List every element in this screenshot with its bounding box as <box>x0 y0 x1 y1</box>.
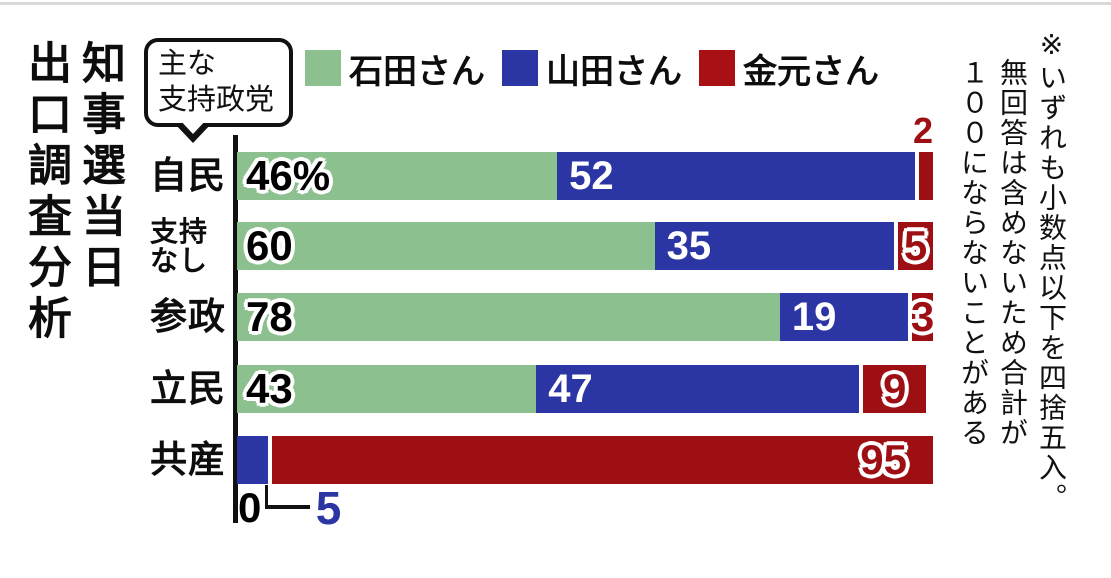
category-label-line: なし <box>150 245 209 276</box>
value-label-kanemoto: 2 <box>912 110 933 151</box>
bar-segment-kanemoto <box>863 365 927 413</box>
value-label-ishida: 60 <box>246 222 293 269</box>
value-label-ishida: 46% <box>246 152 331 199</box>
bubble-line1: 主な <box>158 48 217 80</box>
value-label-kanemoto: 9 <box>883 365 907 412</box>
bar-row-支持なし: 支持 なし 60 35 5 <box>0 217 1111 275</box>
footnote-line3: １００にならないことがある <box>958 58 989 448</box>
bar-row-共産: 共産 95 <box>0 436 1111 484</box>
bar-row-立民: 立民 43 47 9 <box>0 365 1111 413</box>
bar-segment-kanemoto <box>271 436 933 484</box>
bar-segment-yamada <box>654 222 895 270</box>
value-label-yamada: 35 <box>666 224 712 268</box>
bar-segment-kanemoto <box>898 222 933 270</box>
bar-segment-yamada <box>237 436 268 484</box>
leader-line-vertical <box>264 485 269 509</box>
bar-segment-ishida <box>237 222 655 270</box>
category-label: 自民 <box>150 152 234 200</box>
bubble-tail-fill <box>179 119 207 134</box>
leader-line-horizontal <box>264 505 310 509</box>
legend-item-2: 山田さん <box>502 44 682 93</box>
value-label-ishida: 43 <box>246 365 293 412</box>
category-label-line: 参政 <box>150 296 226 337</box>
bar-segment-kanemoto <box>919 152 933 200</box>
value-label-kanemoto: 3 <box>910 293 935 340</box>
category-label: 支持 なし <box>150 217 234 275</box>
legend-item-1: 石田さん <box>305 44 485 93</box>
footnote-line1: ※いずれも小数点以下を四捨五入。 <box>1036 28 1067 513</box>
bar-segment-yamada <box>557 152 916 200</box>
top-divider-line <box>0 2 1111 5</box>
bar-segment-ishida <box>237 152 558 200</box>
page-title-line1: 知事選当日 <box>75 40 124 295</box>
page-title-line2: 出口調査分析 <box>21 40 70 346</box>
bar-row-自民: 自民 46% 52 <box>0 152 1111 200</box>
bar-segment-ishida <box>237 365 537 413</box>
footnote-line2: 無回答は含めないため合計が <box>997 58 1028 448</box>
legend-item-3: 金元さん <box>699 44 879 93</box>
category-label-line: 共産 <box>150 439 226 480</box>
category-label: 共産 <box>150 436 234 484</box>
legend-swatch-icon <box>699 50 735 86</box>
value-label-yamada-below: 5 <box>315 482 342 534</box>
value-label-yamada: 19 <box>791 295 837 339</box>
bar-segment-yamada <box>536 365 860 413</box>
legend-label: 山田さん <box>546 52 682 91</box>
footnote: ※いずれも小数点以下を四捨五入。 無回答は含めないため合計が １００にならないこ… <box>954 28 1071 568</box>
category-label: 立民 <box>150 365 234 413</box>
bar-segment-yamada <box>779 293 909 341</box>
legend: 石田さん 山田さん 金元さん <box>305 49 879 91</box>
bubble-line2: 支持政党 <box>158 84 275 116</box>
bar-segment-ishida <box>237 293 780 341</box>
value-label-kanemoto: 5 <box>903 222 928 269</box>
category-label: 参政 <box>150 293 234 341</box>
y-axis-line <box>233 135 238 523</box>
category-label-line: 立民 <box>150 368 226 409</box>
value-label-ishida-below: 0 <box>238 484 262 531</box>
bar-segment-kanemoto <box>912 293 933 341</box>
axis-annotation-bubble: 主な 支持政党 <box>144 38 293 143</box>
value-label-yamada: 47 <box>548 367 593 411</box>
page-title: 知事選当日 出口調査分析 <box>18 40 126 530</box>
value-label-yamada: 52 <box>569 154 614 198</box>
value-label-ishida: 78 <box>246 293 293 340</box>
value-label-kanemoto: 95 <box>860 436 907 483</box>
legend-label: 石田さん <box>349 52 485 91</box>
legend-swatch-icon <box>305 50 341 86</box>
category-label-line: 支持 <box>150 216 209 247</box>
bar-row-参政: 参政 78 19 3 <box>0 293 1111 341</box>
category-label-line: 自民 <box>150 155 226 196</box>
legend-swatch-icon <box>502 50 538 86</box>
legend-label: 金元さん <box>743 52 879 91</box>
